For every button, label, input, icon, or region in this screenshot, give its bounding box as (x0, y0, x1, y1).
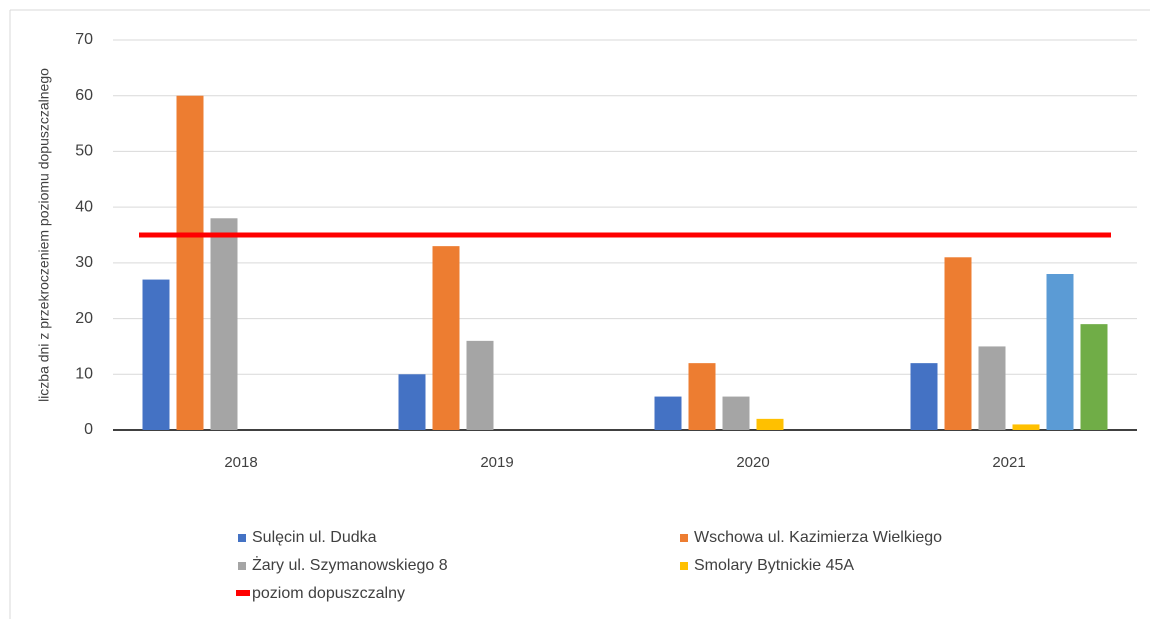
bar (432, 246, 460, 430)
legend-label: poziom dopuszczalny (252, 585, 405, 602)
bar (1046, 274, 1074, 430)
y-tick-label: 20 (75, 310, 93, 327)
bar (1080, 324, 1108, 430)
bar (142, 279, 170, 430)
legend-label: Wschowa ul. Kazimierza Wielkiego (694, 529, 942, 546)
bar (466, 340, 494, 430)
bar (910, 363, 938, 430)
legend-marker (238, 562, 246, 570)
bar (756, 418, 784, 430)
legend-label: Żary ul. Szymanowskiego 8 (252, 555, 448, 574)
bar (978, 346, 1006, 430)
y-tick-label: 40 (75, 198, 93, 215)
y-axis-label: liczba dni z przekroczeniem poziomu dopu… (36, 68, 52, 402)
x-tick-label: 2019 (480, 454, 513, 471)
legend-label: Sulęcin ul. Dudka (252, 529, 377, 546)
x-tick-label: 2018 (224, 454, 257, 471)
bar (176, 95, 204, 430)
legend-marker (238, 534, 246, 542)
bar (944, 257, 972, 430)
y-tick-label: 30 (75, 254, 93, 271)
y-tick-label: 60 (75, 87, 93, 104)
legend-marker (680, 562, 688, 570)
legend-marker (680, 534, 688, 542)
bar (688, 363, 716, 430)
legend-label: Smolary Bytnickie 45A (694, 557, 854, 574)
y-tick-label: 50 (75, 143, 93, 160)
y-tick-label: 10 (75, 366, 93, 383)
x-tick-label: 2021 (992, 454, 1025, 471)
bar (654, 396, 682, 430)
bar (398, 374, 426, 430)
y-tick-label: 0 (84, 421, 93, 438)
legend-marker (236, 590, 250, 596)
bar (210, 218, 238, 430)
x-tick-label: 2020 (736, 454, 769, 471)
y-tick-label: 70 (75, 31, 93, 48)
bar (1012, 424, 1040, 430)
bar (722, 396, 750, 430)
